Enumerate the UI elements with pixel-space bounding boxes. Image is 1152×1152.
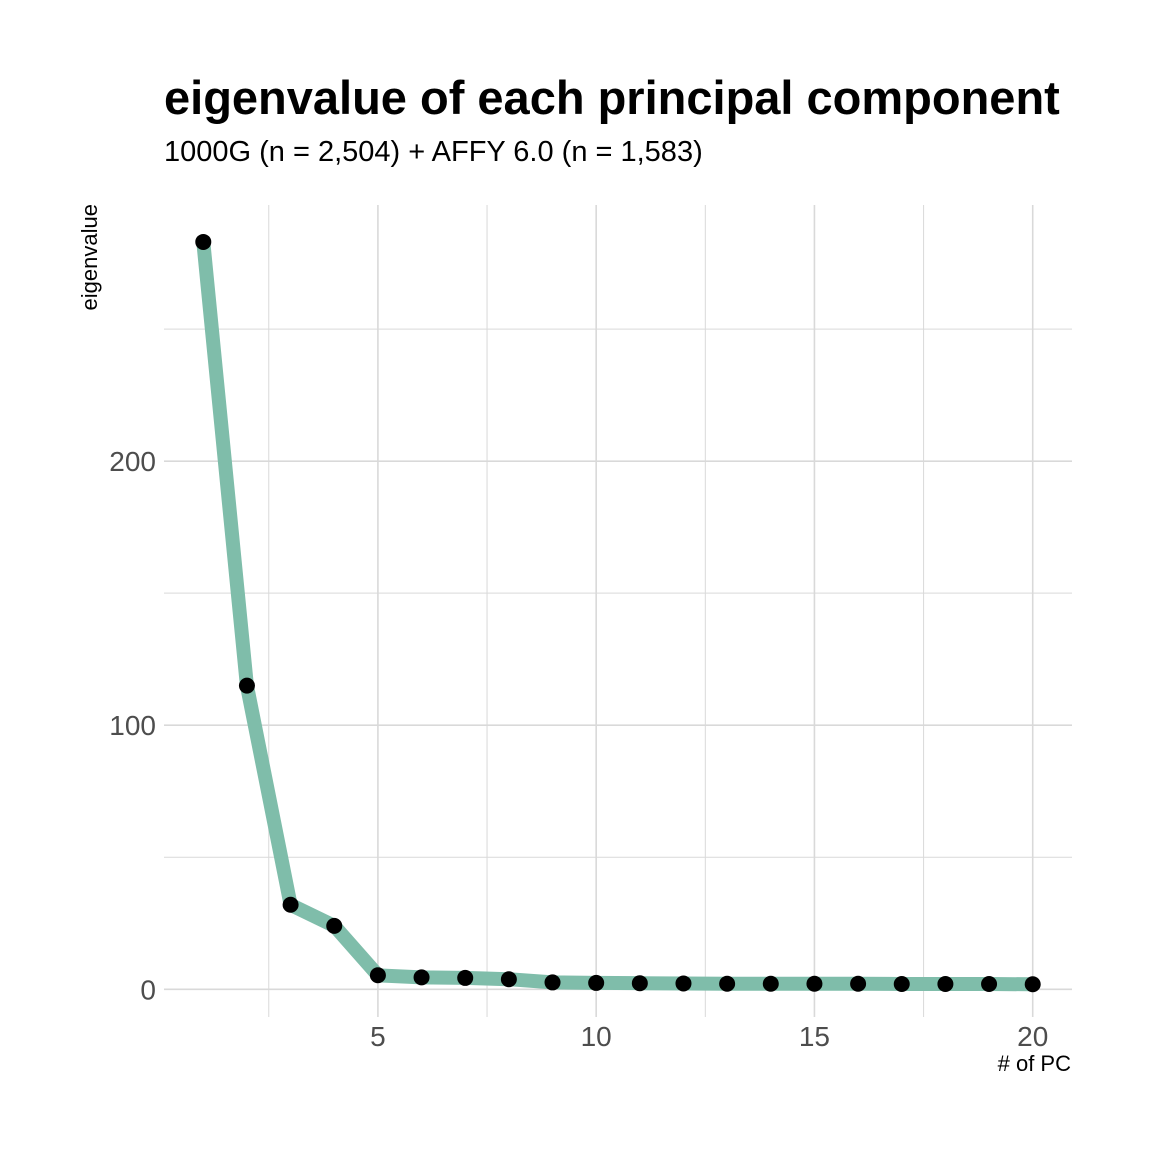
data-point <box>762 975 779 992</box>
eigenvalue-points <box>195 233 1041 993</box>
y-axis-ticks: 0 100 200 <box>109 446 156 1005</box>
data-point <box>719 975 736 992</box>
data-point <box>326 917 343 934</box>
data-point <box>1024 976 1041 993</box>
x-axis-title: # of PC <box>998 1051 1071 1076</box>
data-point <box>238 677 255 694</box>
data-point <box>282 896 299 913</box>
data-point <box>413 969 430 986</box>
data-point <box>195 233 212 250</box>
y-tick-label: 200 <box>109 446 156 477</box>
eigenvalue-series <box>196 241 1033 992</box>
y-tick-label: 0 <box>140 974 156 1005</box>
data-point <box>893 975 910 992</box>
data-point <box>981 975 998 992</box>
data-point <box>937 975 954 992</box>
y-tick-label: 100 <box>109 710 156 741</box>
data-point <box>806 975 823 992</box>
chart-subtitle: 1000G (n = 2,504) + AFFY 6.0 (n = 1,583) <box>164 136 703 168</box>
data-point <box>457 969 474 986</box>
x-axis-ticks: 5 10 15 20 <box>370 1021 1048 1052</box>
x-tick-label: 5 <box>370 1021 386 1052</box>
data-point <box>500 971 517 988</box>
minor-gridlines <box>164 205 1072 1017</box>
data-point <box>544 974 561 991</box>
data-point <box>369 967 386 984</box>
data-point <box>631 975 648 992</box>
y-axis-title: eigenvalue <box>77 204 102 310</box>
data-point <box>675 975 692 992</box>
major-gridlines <box>164 205 1072 1017</box>
chart-title: eigenvalue of each principal component <box>164 71 1060 124</box>
data-point <box>588 974 605 991</box>
x-tick-label: 20 <box>1017 1021 1048 1052</box>
x-tick-label: 10 <box>581 1021 612 1052</box>
data-point <box>850 975 867 992</box>
x-tick-label: 15 <box>799 1021 830 1052</box>
eigenvalue-line <box>196 241 1033 992</box>
